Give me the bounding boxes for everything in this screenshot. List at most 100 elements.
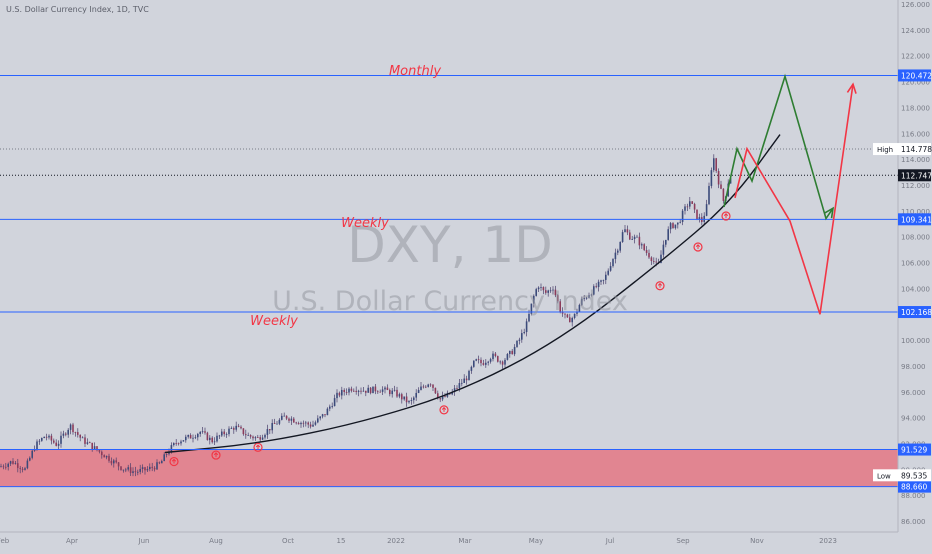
candle-body [31,450,33,458]
low-price-label: 89.535 [901,471,927,480]
annotation-label-1: Weekly [341,216,389,231]
candle-body [367,387,369,393]
candle-body [149,466,151,470]
candle-body [175,443,177,444]
candle-body [185,436,187,441]
candle-body [146,469,149,471]
candle-body [523,332,525,334]
price-axis-bg [898,0,932,550]
candle-body [29,457,31,461]
candle-body [677,222,679,225]
marker-arrow [441,406,447,412]
candle-body [626,229,629,233]
candle-body [372,386,374,394]
candle-body [607,270,609,275]
candle-body [590,294,593,296]
level-price-tag[interactable] [898,480,931,493]
candle-body [396,389,398,397]
candle-body [192,437,194,439]
candle-body [353,390,355,392]
watermark-name: U.S. Dollar Currency Index [272,286,628,317]
y-tick-label: 126.000 [901,1,930,9]
candle-body [36,441,38,450]
bounce-marker-arrow-icon [439,405,449,415]
candle-body [535,289,537,296]
level-price-tag[interactable] [898,443,931,456]
candle-body [453,388,456,392]
candle-body [578,304,581,312]
candle-body [480,359,482,364]
candle-body [530,303,533,314]
candle-body [696,209,698,220]
candle-body [360,390,362,392]
low-tag [873,469,898,482]
marker-circle [721,211,731,221]
candle-body [528,313,530,322]
candle-body [218,435,221,437]
candle-body [672,223,674,229]
candle-body [240,426,242,429]
candle-body [566,314,569,318]
candle-body [249,435,252,437]
candle-body [283,415,285,417]
candle-body [489,359,492,362]
candle-body [669,223,672,230]
candle-body [201,431,204,433]
level-price-label: 109.341 [901,215,932,224]
level-price-tag[interactable] [898,213,931,226]
candle-body [362,390,365,392]
candle-body [33,449,36,451]
candle-body [81,437,84,439]
marker-circle [169,456,179,467]
candle-body [641,244,643,246]
level-price-tag[interactable] [898,69,931,82]
annotation-label-0: Monthly [389,64,441,79]
y-tick-label: 86.000 [901,518,926,526]
candle-body [67,429,69,435]
candle-body [345,392,348,393]
y-tick-label: 120.000 [901,79,930,87]
candle-body [84,437,86,444]
level-price-tag[interactable] [898,306,931,319]
candle-body [314,422,317,425]
candle-body [650,257,653,262]
candlestick-series [0,154,732,477]
candle-body [573,313,576,318]
candle-body [245,434,247,436]
candle-body [552,289,554,291]
candle-body [355,390,357,392]
candle-body [2,466,5,468]
candle-body [401,394,403,400]
green-projection-path-arrowhead [823,206,835,219]
y-tick-label: 96.000 [901,389,926,397]
candle-body [165,454,168,455]
candle-body [21,468,24,470]
high-label: High [877,146,893,154]
candle-body [290,418,293,421]
candle-body [74,432,77,433]
candle-body [633,236,636,240]
candle-body [197,433,199,438]
marker-arrow [657,282,663,288]
candle-body [288,418,290,421]
candle-body [698,217,701,220]
last-price-tag[interactable] [898,169,931,182]
candle-body [89,442,91,444]
candle-body [681,210,684,222]
candle-body [494,353,497,357]
marker-arrow [171,458,177,464]
candle-body [278,419,281,424]
candle-body [93,446,96,450]
candle-body [665,239,667,245]
y-tick-label: 116.000 [901,130,930,138]
candle-body [525,321,528,333]
x-tick-label: 15 [337,537,346,545]
candle-body [458,383,461,389]
candle-body [177,443,180,445]
candle-body [216,435,218,442]
bounce-marker-arrow-icon [655,281,665,291]
candle-body [602,279,605,281]
candle-body [199,432,201,434]
